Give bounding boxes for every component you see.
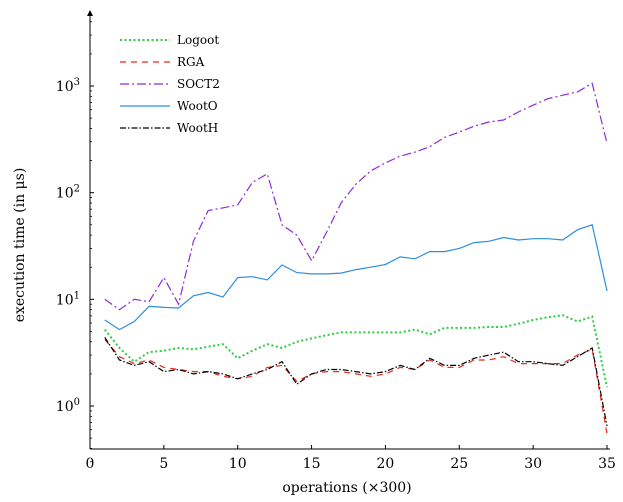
series-line-rga [104, 339, 608, 434]
series-line-logoot [104, 314, 608, 388]
x-tick-label: 35 [598, 456, 616, 472]
y-axis-arrow-icon [87, 10, 93, 16]
x-tick-label: 0 [86, 456, 95, 472]
y-tick-label: 102 [56, 184, 80, 202]
series-line-wooth [104, 337, 608, 427]
series-line-wooto [104, 224, 608, 331]
x-tick-label: 10 [229, 456, 247, 472]
y-tick-exponent: 1 [74, 290, 80, 301]
x-tick-label: 15 [303, 456, 321, 472]
series-line-soct2 [104, 82, 608, 311]
legend-label-soct2: SOCT2 [177, 77, 220, 91]
y-tick-exponent: 0 [74, 397, 80, 408]
y-tick-base: 10 [56, 186, 74, 202]
y-tick-label: 101 [56, 290, 80, 308]
x-tick-label: 20 [377, 456, 395, 472]
y-tick-exponent: 2 [74, 184, 80, 195]
y-tick-base: 10 [56, 292, 74, 308]
y-tick-base: 10 [56, 79, 74, 95]
x-tick-label: 5 [159, 456, 168, 472]
legend-label-wooth: WootH [177, 121, 218, 135]
x-tick-label: 30 [524, 456, 542, 472]
y-axis-label: execution time (in μs) [12, 168, 28, 323]
y-tick-label: 103 [56, 77, 80, 95]
legend-label-logoot: Logoot [177, 33, 219, 47]
x-tick-label: 25 [450, 456, 468, 472]
series-layer [104, 82, 608, 434]
legend-label-rga: RGA [177, 55, 205, 69]
x-axis-label: operations (×300) [282, 480, 411, 496]
legend: Logoot RGA SOCT2 WootO WootH [120, 33, 220, 135]
y-tick-base: 10 [56, 399, 74, 415]
y-tick-exponent: 3 [74, 77, 80, 88]
y-tick-label: 100 [56, 397, 80, 415]
legend-label-wooto: WootO [177, 99, 218, 113]
x-ticks: 0 5 10 15 20 25 30 35 [86, 445, 616, 472]
